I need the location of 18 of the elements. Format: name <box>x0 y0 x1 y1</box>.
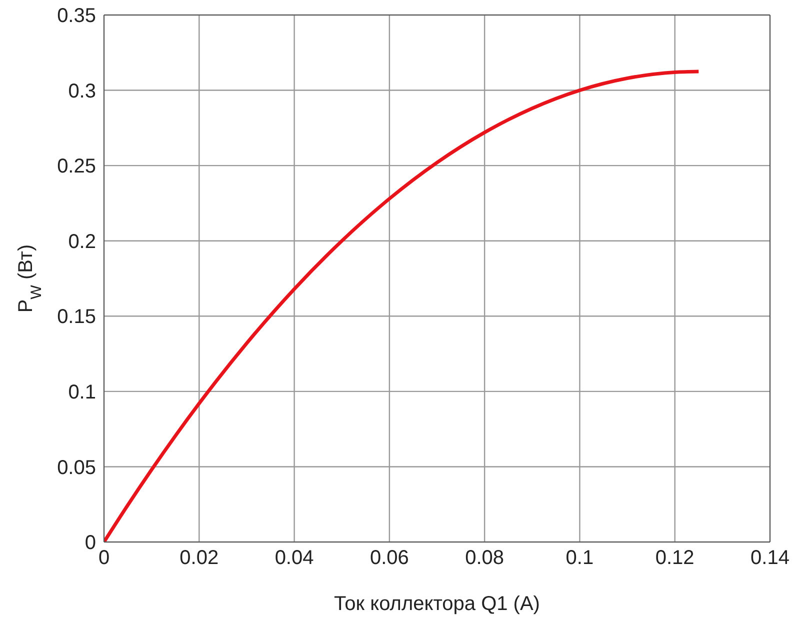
x-tick-label: 0 <box>98 547 110 570</box>
y-tick-label: 0.2 <box>68 230 96 253</box>
x-tick-label: 0.14 <box>750 547 790 570</box>
y-tick-label: 0.3 <box>68 80 96 102</box>
y-tick-label: 0.1 <box>68 382 96 404</box>
y-tick-label: 0.25 <box>57 156 96 178</box>
y-tick-label: 0 <box>84 532 96 554</box>
x-tick-label: 0.02 <box>180 547 219 570</box>
y-tick-label: 0.05 <box>57 456 96 479</box>
x-tick-label: 0.04 <box>274 547 314 570</box>
x-tick-label: 0.08 <box>465 547 504 570</box>
line-series <box>104 70 700 542</box>
x-tick-label: 0.1 <box>566 547 594 570</box>
y-tick-label: 0.35 <box>57 5 96 28</box>
x-tick-label: 0.12 <box>655 547 694 570</box>
x-tick-label: 0.06 <box>370 547 409 570</box>
x-axis-title: Ток коллектора Q1 (A) <box>334 593 540 615</box>
y-tick-label: 0.15 <box>57 306 96 328</box>
